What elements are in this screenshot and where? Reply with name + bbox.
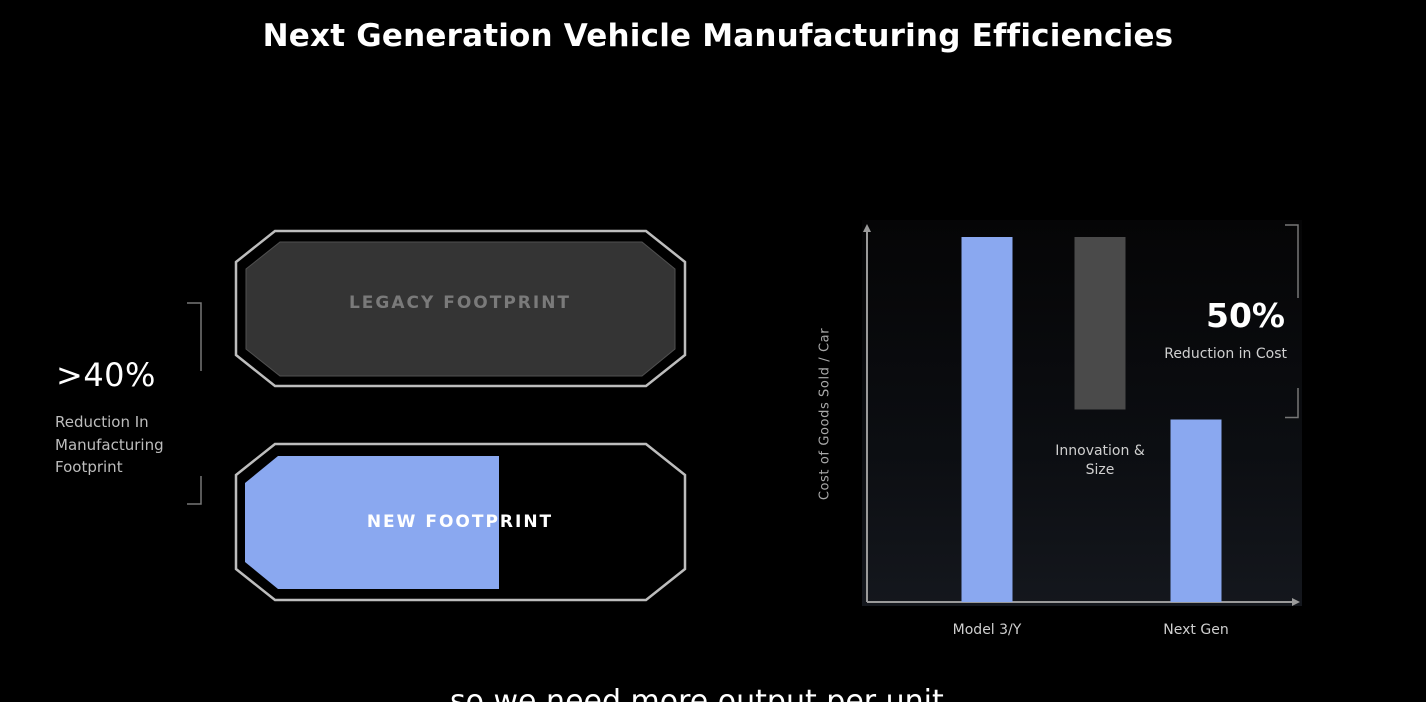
y-axis-arrow [863, 224, 871, 232]
x-tick-label: Next Gen [1163, 622, 1229, 638]
footprint-reduction-description: Reduction In Manufacturing Footprint [55, 411, 195, 479]
legacy-footprint-outline [234, 229, 687, 388]
slide-title: Next Generation Vehicle Manufacturing Ef… [262, 18, 1174, 54]
innovation-line: Size [1085, 462, 1115, 478]
x-axis-arrow [1292, 598, 1300, 606]
left-bracket [187, 302, 202, 505]
new-footprint-label: NEW FOOTPRINT [366, 512, 554, 532]
innovation-line: Innovation & [1055, 443, 1145, 459]
legacy-footprint-label: LEGACY FOOTPRINT [348, 293, 572, 313]
stat-desc-line: Footprint [55, 458, 123, 476]
right-bracket [1285, 224, 1299, 419]
video-caption: so we need more output per unit [450, 684, 944, 702]
bar-next-gen [1170, 419, 1222, 602]
innovation-annotation: Innovation & Size [1035, 442, 1165, 480]
new-footprint-outline [234, 442, 687, 602]
legacy-footprint-fill [245, 241, 676, 377]
bar-innovation-size-waterfall [1074, 237, 1126, 410]
y-axis-label: Cost of Goods Sold / Car [817, 327, 833, 501]
x-tick-label: Model 3/Y [952, 622, 1022, 638]
cost-reduction-value: 50% [1206, 296, 1285, 335]
stat-desc-line: Reduction In [55, 413, 149, 431]
bar-model-3y [961, 237, 1013, 602]
cost-reduction-description: Reduction in Cost [1164, 346, 1287, 362]
footprint-reduction-value: >40% [56, 356, 156, 394]
stat-desc-line: Manufacturing [55, 435, 164, 454]
new-footprint-fill [245, 456, 499, 589]
